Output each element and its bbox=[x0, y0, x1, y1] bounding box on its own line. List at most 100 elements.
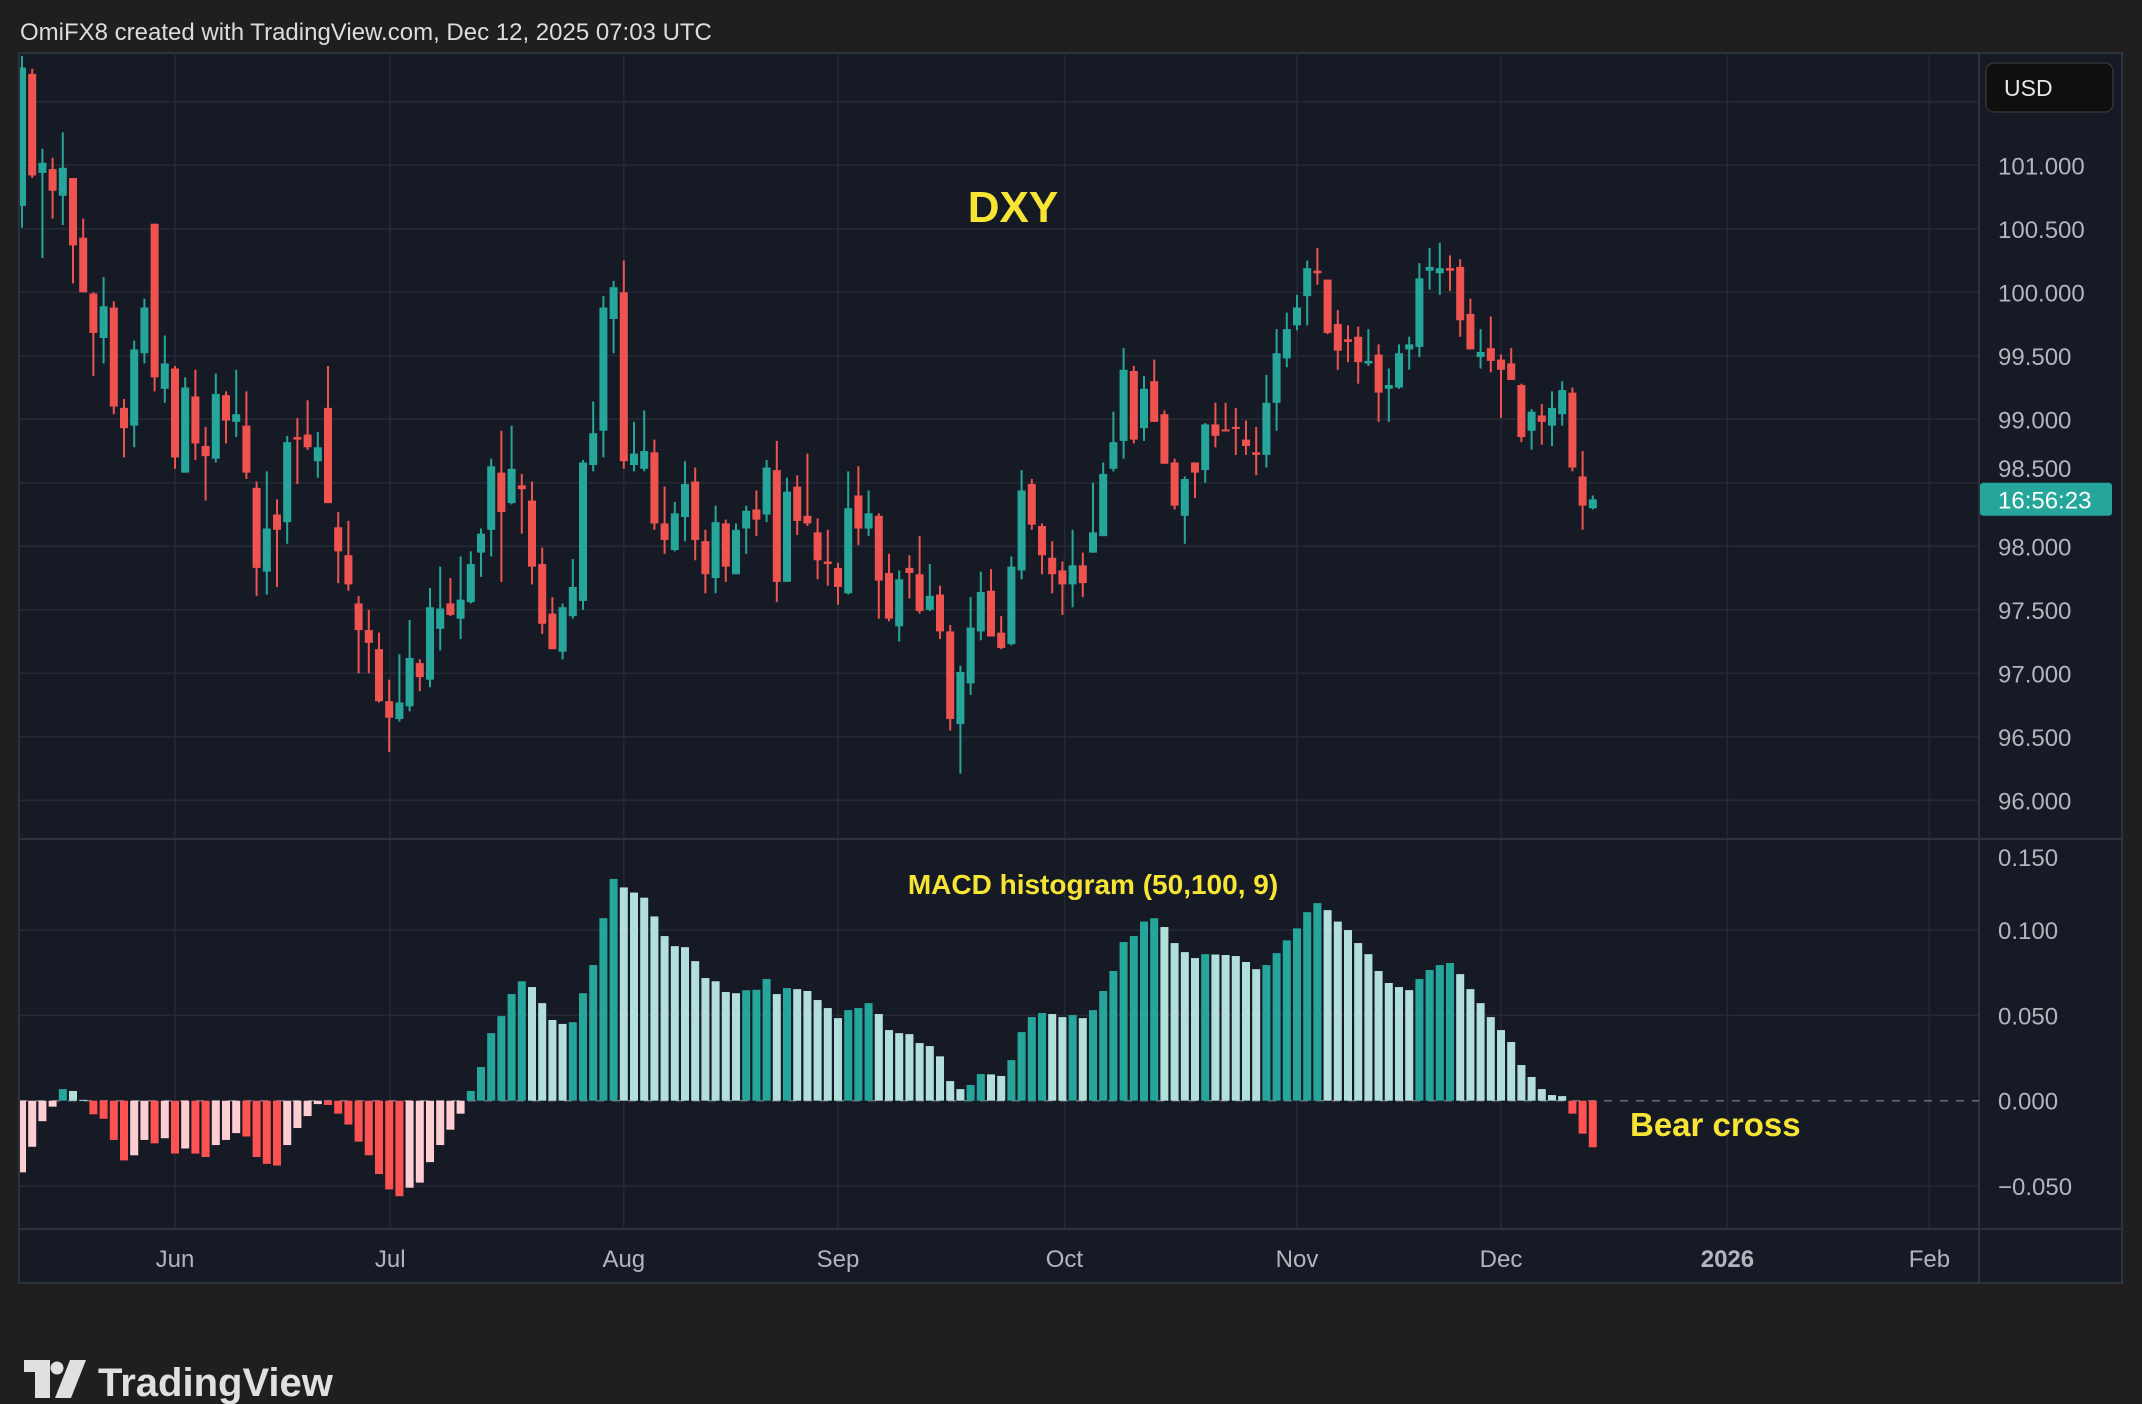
macd-axis[interactable]: 0.150 0.100 0.050 0.000 −0.050 bbox=[1998, 845, 2072, 1201]
candle bbox=[1160, 410, 1169, 464]
macd-bar bbox=[711, 981, 720, 1101]
candle-body bbox=[579, 462, 587, 601]
candlestick-series bbox=[20, 56, 1597, 774]
candle-body bbox=[58, 167, 67, 196]
candle-body bbox=[273, 514, 281, 530]
candle-body bbox=[1293, 307, 1301, 326]
macd-bar bbox=[783, 988, 791, 1101]
candle bbox=[1578, 451, 1587, 530]
macd-bar bbox=[262, 1100, 271, 1164]
candle-body bbox=[599, 307, 608, 431]
candle bbox=[354, 595, 363, 674]
candle-body bbox=[1548, 407, 1556, 426]
candle bbox=[1282, 312, 1291, 368]
candle bbox=[589, 401, 598, 472]
macd-bar bbox=[1262, 965, 1271, 1101]
time-tick-label: Sep bbox=[817, 1246, 860, 1273]
attribution-header: OmiFX8 created with TradingView.com, Dec… bbox=[20, 19, 712, 46]
candle bbox=[201, 426, 210, 501]
candle-body bbox=[79, 237, 88, 293]
candle bbox=[1262, 374, 1271, 468]
candle-body bbox=[936, 594, 944, 632]
candle-body bbox=[436, 608, 445, 629]
macd-bar bbox=[252, 1100, 261, 1157]
macd-bar bbox=[681, 947, 689, 1101]
candle-body bbox=[1038, 525, 1046, 556]
candle-body bbox=[426, 607, 434, 680]
candle-body bbox=[99, 306, 108, 339]
candle bbox=[854, 466, 863, 546]
candle bbox=[1231, 407, 1240, 455]
candle bbox=[79, 218, 88, 293]
macd-bar bbox=[1425, 970, 1434, 1101]
candle bbox=[864, 490, 873, 537]
macd-bar bbox=[1089, 1010, 1097, 1101]
candle bbox=[762, 459, 771, 523]
tradingview-logo[interactable]: TradingView bbox=[24, 1360, 334, 1404]
candle-wick bbox=[510, 425, 513, 505]
candle bbox=[915, 536, 924, 614]
time-axis[interactable]: Jun Jul Aug Sep Oct Nov Dec 2026 Feb bbox=[156, 1246, 1950, 1273]
macd-bar bbox=[1170, 943, 1179, 1101]
candle bbox=[1150, 359, 1159, 422]
candle-wick bbox=[1540, 404, 1543, 445]
candle-body bbox=[915, 574, 924, 612]
candle bbox=[1058, 561, 1067, 615]
macd-bar bbox=[313, 1100, 322, 1105]
candle-body bbox=[1109, 442, 1118, 469]
macd-bar bbox=[936, 1056, 944, 1101]
candle bbox=[630, 421, 638, 472]
candle bbox=[222, 391, 230, 444]
macd-bar bbox=[640, 897, 649, 1101]
candle-body bbox=[1476, 351, 1485, 358]
macd-bar bbox=[48, 1100, 57, 1107]
candle bbox=[895, 570, 904, 642]
candle-body bbox=[558, 607, 567, 652]
candle-body bbox=[946, 631, 955, 720]
candle-body bbox=[1262, 402, 1271, 455]
candle-body bbox=[1007, 566, 1016, 645]
macd-bar bbox=[966, 1085, 975, 1101]
macd-bar bbox=[344, 1100, 353, 1125]
macd-bar bbox=[487, 1033, 496, 1101]
price-tick-label: 101.000 bbox=[1998, 153, 2085, 180]
candle-body bbox=[681, 484, 689, 518]
candle-body bbox=[1313, 270, 1322, 274]
macd-bar bbox=[130, 1100, 139, 1156]
candle bbox=[568, 559, 577, 619]
candle-body bbox=[303, 434, 312, 448]
macd-bar bbox=[150, 1100, 159, 1144]
tradingview-logo-icon bbox=[24, 1360, 86, 1398]
candle-body bbox=[171, 368, 179, 458]
candle-wick bbox=[1245, 420, 1247, 455]
candle-body bbox=[783, 491, 791, 582]
candle bbox=[650, 439, 659, 530]
candle-body bbox=[38, 162, 47, 173]
candle-body bbox=[1374, 354, 1383, 393]
macd-bar bbox=[813, 1000, 822, 1101]
macd-bar bbox=[446, 1100, 455, 1130]
candle bbox=[1558, 381, 1567, 426]
candle bbox=[711, 505, 720, 594]
candle-body bbox=[885, 572, 893, 619]
candle-body bbox=[609, 287, 618, 319]
candle bbox=[1078, 552, 1087, 598]
macd-bar bbox=[364, 1100, 373, 1156]
candle bbox=[966, 597, 975, 695]
macd-bar bbox=[619, 887, 628, 1101]
macd-bar bbox=[1517, 1065, 1526, 1101]
candle-body bbox=[1303, 268, 1312, 297]
candle-body bbox=[1129, 371, 1138, 440]
macd-bar bbox=[1180, 952, 1189, 1101]
macd-bar bbox=[915, 1043, 924, 1101]
price-tick-label: 98.500 bbox=[1998, 456, 2071, 483]
currency-button[interactable]: USD bbox=[1985, 62, 2114, 113]
candle-body bbox=[191, 396, 200, 444]
price-axis[interactable]: 101.000 100.500 100.000 99.500 99.000 98.500 9… bbox=[1998, 153, 2085, 815]
time-tick-label: Jul bbox=[375, 1246, 406, 1273]
candle-body bbox=[1558, 390, 1567, 415]
candle-body bbox=[395, 702, 404, 720]
candle-body bbox=[752, 509, 761, 520]
candle-body bbox=[405, 658, 414, 707]
